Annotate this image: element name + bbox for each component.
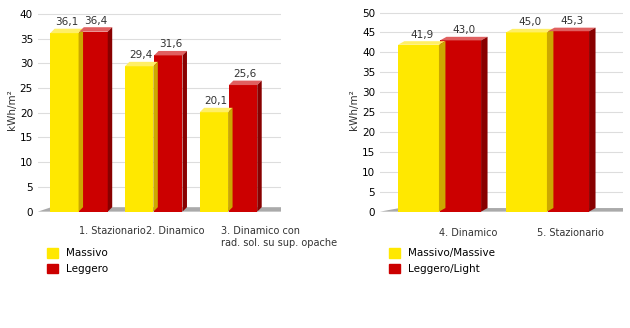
Text: 45,0: 45,0	[518, 17, 541, 27]
Polygon shape	[440, 40, 481, 212]
Polygon shape	[440, 37, 488, 40]
Polygon shape	[125, 66, 153, 212]
Polygon shape	[154, 55, 183, 212]
Polygon shape	[183, 51, 187, 212]
Text: 45,3: 45,3	[560, 16, 583, 26]
Y-axis label: kWh/m²: kWh/m²	[349, 89, 359, 130]
Polygon shape	[79, 29, 83, 212]
Polygon shape	[481, 37, 488, 212]
Text: 5. Stazionario: 5. Stazionario	[537, 228, 604, 237]
Text: 31,6: 31,6	[159, 39, 182, 50]
Text: 3. Dinamico con
rad. sol. su sup. opache: 3. Dinamico con rad. sol. su sup. opache	[221, 226, 337, 248]
Text: 41,9: 41,9	[410, 30, 433, 40]
Polygon shape	[50, 33, 79, 212]
Text: 4. Dinamico: 4. Dinamico	[440, 228, 498, 237]
Polygon shape	[153, 62, 158, 212]
Polygon shape	[380, 208, 630, 212]
Polygon shape	[548, 28, 595, 31]
Polygon shape	[506, 32, 547, 212]
Polygon shape	[125, 62, 158, 66]
Polygon shape	[50, 29, 83, 33]
Polygon shape	[589, 28, 595, 212]
Polygon shape	[229, 81, 261, 85]
Polygon shape	[398, 45, 439, 212]
Polygon shape	[439, 41, 445, 212]
Polygon shape	[200, 108, 232, 112]
Text: 1. Stazionario: 1. Stazionario	[79, 226, 146, 236]
Text: 29,4: 29,4	[130, 50, 153, 60]
Text: 36,4: 36,4	[84, 16, 107, 26]
Text: 25,6: 25,6	[234, 69, 257, 79]
Polygon shape	[506, 29, 553, 32]
Polygon shape	[108, 27, 112, 212]
Polygon shape	[398, 41, 445, 45]
Polygon shape	[548, 31, 589, 212]
Polygon shape	[200, 112, 228, 212]
Polygon shape	[257, 81, 261, 212]
Text: 20,1: 20,1	[205, 96, 227, 106]
Polygon shape	[79, 32, 108, 212]
Polygon shape	[38, 207, 294, 212]
Polygon shape	[229, 85, 257, 212]
Polygon shape	[547, 29, 553, 212]
Legend: Massivo, Leggero: Massivo, Leggero	[43, 244, 112, 278]
Polygon shape	[154, 51, 187, 55]
Text: 36,1: 36,1	[55, 17, 78, 27]
Legend: Massivo/Massive, Leggero/Light: Massivo/Massive, Leggero/Light	[386, 244, 500, 278]
Text: 2. Dinamico: 2. Dinamico	[146, 226, 205, 236]
Y-axis label: kWh/m²: kWh/m²	[7, 89, 17, 130]
Polygon shape	[79, 27, 112, 32]
Text: 43,0: 43,0	[452, 25, 476, 35]
Polygon shape	[228, 108, 232, 212]
